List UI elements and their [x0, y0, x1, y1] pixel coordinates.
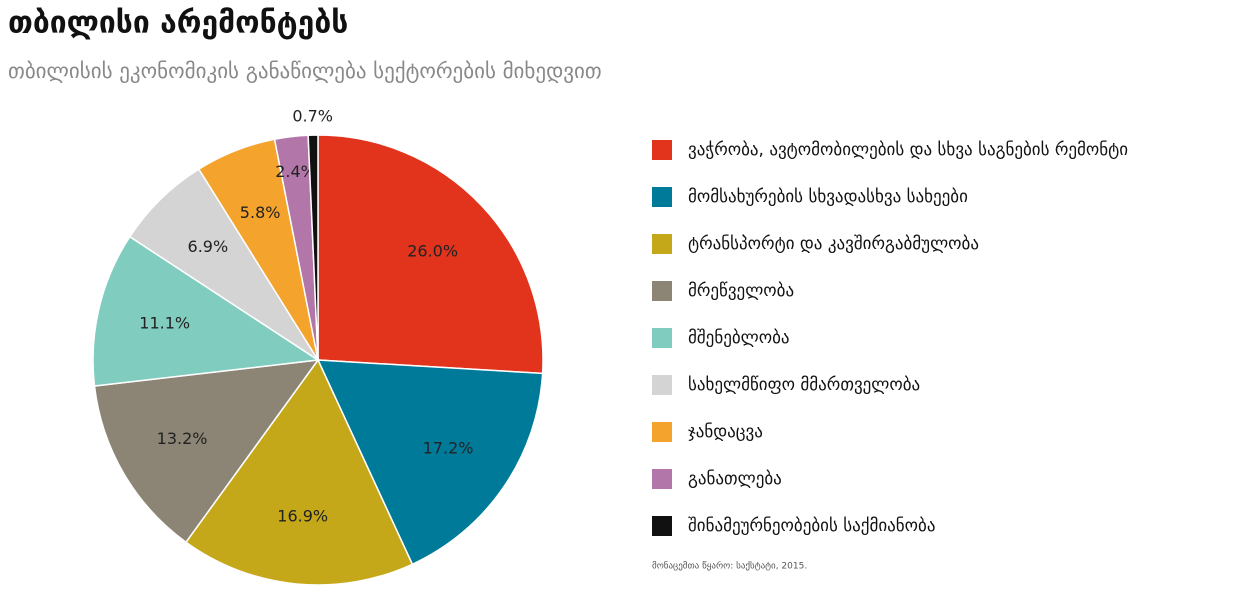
legend-swatch: [652, 516, 672, 536]
pie-slice: [316, 359, 544, 566]
legend-label: განათლება: [688, 469, 782, 489]
legend-swatch: [652, 234, 672, 254]
slice-label: 0.7%: [292, 107, 333, 126]
slice-label: 17.2%: [423, 438, 474, 457]
legend-label: ტრანსპორტი და კავშირგაბმულობა: [688, 234, 979, 254]
chart-subtitle: თბილისის ეკონომიკის განაწილება სექტორები…: [8, 59, 602, 83]
slice-label: 26.0%: [407, 241, 458, 260]
legend-label: მშენებლობა: [688, 328, 790, 348]
legend-swatch: [652, 281, 672, 301]
slice-label: 2.4%: [275, 162, 316, 181]
legend-swatch: [652, 469, 672, 489]
slice-label: 11.1%: [139, 313, 190, 332]
slice-label: 5.8%: [240, 203, 281, 222]
pie-slice: [92, 235, 321, 387]
legend-swatch: [652, 328, 672, 348]
legend-swatch: [652, 140, 672, 160]
legend-swatch: [652, 375, 672, 395]
source-note: მონაცემთა წყარო: საქსტატი, 2015.: [652, 561, 807, 572]
legend-label: ჯანდაცვა: [688, 422, 763, 442]
legend-swatch: [652, 187, 672, 207]
chart-title: თბილისი არემონტებს: [8, 6, 348, 41]
pie-slice: [184, 358, 414, 586]
legend-swatch: [652, 422, 672, 442]
slice-label: 6.9%: [188, 237, 229, 256]
legend-label: მრეწველობა: [688, 281, 794, 301]
pie-slice: [307, 134, 319, 361]
legend-label: სახელმწიფო მმართველობა: [688, 375, 920, 395]
legend-label: მომსახურების სხვადასხვა სახეები: [688, 187, 968, 207]
legend-label: ვაჭრობა, ავტომობილების და სხვა საგნების …: [688, 140, 1128, 160]
slice-label: 16.9%: [277, 506, 328, 525]
pie-slice: [317, 134, 544, 375]
legend-label: შინამეურნეობების საქმიანობა: [688, 516, 935, 536]
pie-slice: [93, 359, 320, 544]
slice-label: 13.2%: [157, 429, 208, 448]
